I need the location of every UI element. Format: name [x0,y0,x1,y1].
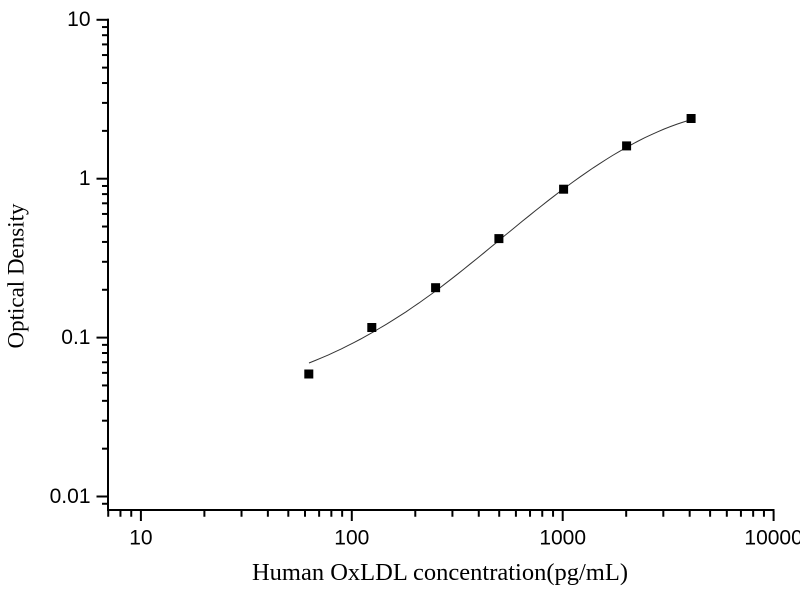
svg-text:1000: 1000 [539,527,586,550]
svg-text:10: 10 [129,527,152,550]
svg-text:1: 1 [79,167,91,190]
svg-text:10000: 10000 [744,527,800,550]
svg-text:10: 10 [67,8,90,31]
svg-text:Optical Density: Optical Density [4,203,29,348]
svg-text:100: 100 [334,527,369,550]
svg-text:Human OxLDL concentration(pg/m: Human OxLDL concentration(pg/mL) [252,559,628,586]
svg-text:0.01: 0.01 [50,485,91,508]
svg-text:0.1: 0.1 [61,326,90,349]
